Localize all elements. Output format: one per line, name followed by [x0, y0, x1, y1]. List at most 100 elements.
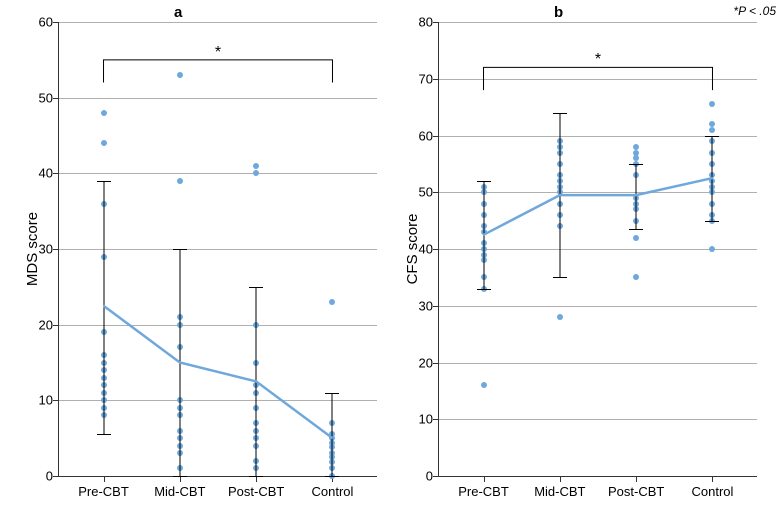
error-cap	[705, 136, 719, 137]
ytick-mark	[433, 249, 439, 250]
ytick-label: 30	[419, 298, 433, 313]
error-bar	[483, 181, 484, 289]
xtick-mark	[712, 476, 713, 482]
gridline	[439, 419, 757, 420]
ytick-mark	[53, 98, 59, 99]
ytick-label: 60	[39, 15, 53, 30]
data-point	[253, 170, 259, 176]
xtick-label: Pre-CBT	[458, 484, 509, 499]
ytick-mark	[53, 400, 59, 401]
data-point	[709, 121, 715, 127]
gridline	[439, 363, 757, 364]
gridline	[59, 98, 377, 99]
data-point	[557, 314, 563, 320]
data-point	[709, 246, 715, 252]
data-point	[633, 150, 639, 156]
error-bar	[559, 113, 560, 278]
gridline	[439, 79, 757, 80]
ytick-mark	[53, 22, 59, 23]
error-cap	[97, 181, 111, 182]
error-cap	[553, 113, 567, 114]
xtick-label: Pre-CBT	[78, 484, 129, 499]
plot-area: 01020304050607080Pre-CBTMid-CBTPost-CBTC…	[438, 22, 757, 477]
data-point	[709, 101, 715, 107]
gridline	[59, 22, 377, 23]
error-cap	[629, 164, 643, 165]
panel-b: b01020304050607080Pre-CBTMid-CBTPost-CBT…	[438, 22, 756, 476]
error-cap	[629, 229, 643, 230]
error-bar	[332, 393, 333, 476]
error-cap	[249, 287, 263, 288]
data-point	[101, 140, 107, 146]
xtick-label: Control	[312, 484, 354, 499]
error-cap	[477, 289, 491, 290]
gridline	[59, 249, 377, 250]
xtick-label: Control	[692, 484, 734, 499]
ytick-label: 20	[39, 317, 53, 332]
panel-label: a	[174, 4, 182, 21]
error-cap	[477, 181, 491, 182]
y-axis-title: MDS score	[24, 212, 41, 286]
ytick-label: 60	[419, 128, 433, 143]
error-bar	[712, 136, 713, 221]
ytick-mark	[433, 419, 439, 420]
xtick-mark	[484, 476, 485, 482]
data-point	[481, 382, 487, 388]
error-bar	[636, 164, 637, 229]
ytick-label: 20	[419, 355, 433, 370]
error-bar	[256, 287, 257, 476]
panel-label: b	[554, 4, 563, 21]
ytick-label: 10	[419, 412, 433, 427]
error-bar	[179, 249, 180, 476]
error-cap	[325, 393, 339, 394]
significance-star: *	[595, 51, 601, 69]
xtick-label: Mid-CBT	[534, 484, 585, 499]
data-point	[329, 299, 335, 305]
p-note: *P < .05	[733, 4, 776, 18]
data-point	[633, 235, 639, 241]
xtick-mark	[636, 476, 637, 482]
ytick-mark	[53, 173, 59, 174]
panel-a: a0102030405060Pre-CBTMid-CBTPost-CBTCont…	[58, 22, 376, 476]
data-point	[633, 155, 639, 161]
ytick-mark	[433, 476, 439, 477]
ytick-mark	[433, 306, 439, 307]
data-point	[177, 72, 183, 78]
ytick-mark	[53, 325, 59, 326]
ytick-mark	[53, 249, 59, 250]
data-point	[633, 274, 639, 280]
ytick-label: 50	[419, 185, 433, 200]
error-cap	[97, 434, 111, 435]
error-cap	[173, 249, 187, 250]
y-axis-title: CFS score	[404, 214, 421, 285]
error-cap	[173, 476, 187, 477]
ytick-label: 40	[39, 166, 53, 181]
xtick-label: Post-CBT	[228, 484, 284, 499]
error-cap	[553, 277, 567, 278]
ytick-label: 0	[46, 469, 53, 484]
data-point	[633, 144, 639, 150]
error-cap	[705, 221, 719, 222]
gridline	[59, 325, 377, 326]
ytick-mark	[433, 363, 439, 364]
xtick-label: Post-CBT	[608, 484, 664, 499]
gridline	[439, 22, 757, 23]
significance-star: *	[215, 44, 221, 62]
error-bar	[103, 181, 104, 434]
ytick-label: 80	[419, 15, 433, 30]
ytick-mark	[433, 79, 439, 80]
gridline	[439, 306, 757, 307]
gridline	[59, 400, 377, 401]
ytick-label: 70	[419, 71, 433, 86]
error-cap	[325, 476, 339, 477]
ytick-mark	[433, 136, 439, 137]
ytick-label: 10	[39, 393, 53, 408]
ytick-label: 0	[426, 469, 433, 484]
xtick-mark	[560, 476, 561, 482]
ytick-mark	[433, 22, 439, 23]
gridline	[59, 173, 377, 174]
plot-area: 0102030405060Pre-CBTMid-CBTPost-CBTContr…	[58, 22, 377, 477]
figure: *P < .05 a0102030405060Pre-CBTMid-CBTPos…	[0, 0, 784, 526]
ytick-mark	[433, 192, 439, 193]
data-point	[253, 163, 259, 169]
